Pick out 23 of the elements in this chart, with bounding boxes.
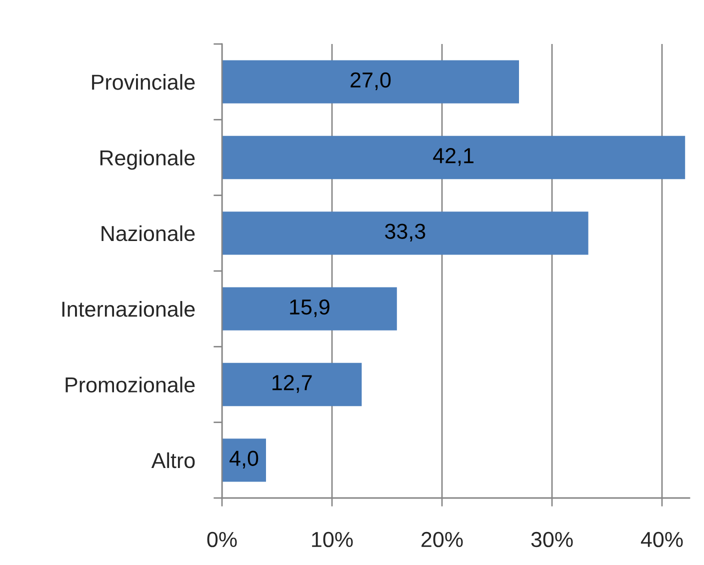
bar xyxy=(222,60,519,104)
y-tick-label: Internazionale xyxy=(62,301,195,317)
x-tick-label: 20% xyxy=(422,532,463,548)
data-label: 42,1 xyxy=(433,148,474,166)
x-tick-label: 10% xyxy=(312,532,353,548)
data-label: 27,0 xyxy=(350,72,391,90)
data-label: 15,9 xyxy=(290,299,330,318)
y-tick-label: Nazionale xyxy=(102,225,195,242)
bar xyxy=(222,287,397,330)
bar xyxy=(222,362,362,406)
data-label: 4,0 xyxy=(230,450,258,468)
y-tick-label: Altro xyxy=(151,452,195,468)
bar xyxy=(222,212,588,255)
y-tick-label: Regionale xyxy=(100,150,195,170)
data-label: 12,7 xyxy=(272,375,312,393)
x-tick-label: 40% xyxy=(640,532,683,548)
x-tick-label: 30% xyxy=(531,532,573,548)
bar xyxy=(222,438,266,482)
y-tick-label: Promozionale xyxy=(66,376,195,393)
data-label: 33,3 xyxy=(385,224,426,242)
bar xyxy=(222,136,686,180)
y-tick-label: Provinciale xyxy=(92,74,195,90)
x-tick-label: 0% xyxy=(207,532,237,548)
